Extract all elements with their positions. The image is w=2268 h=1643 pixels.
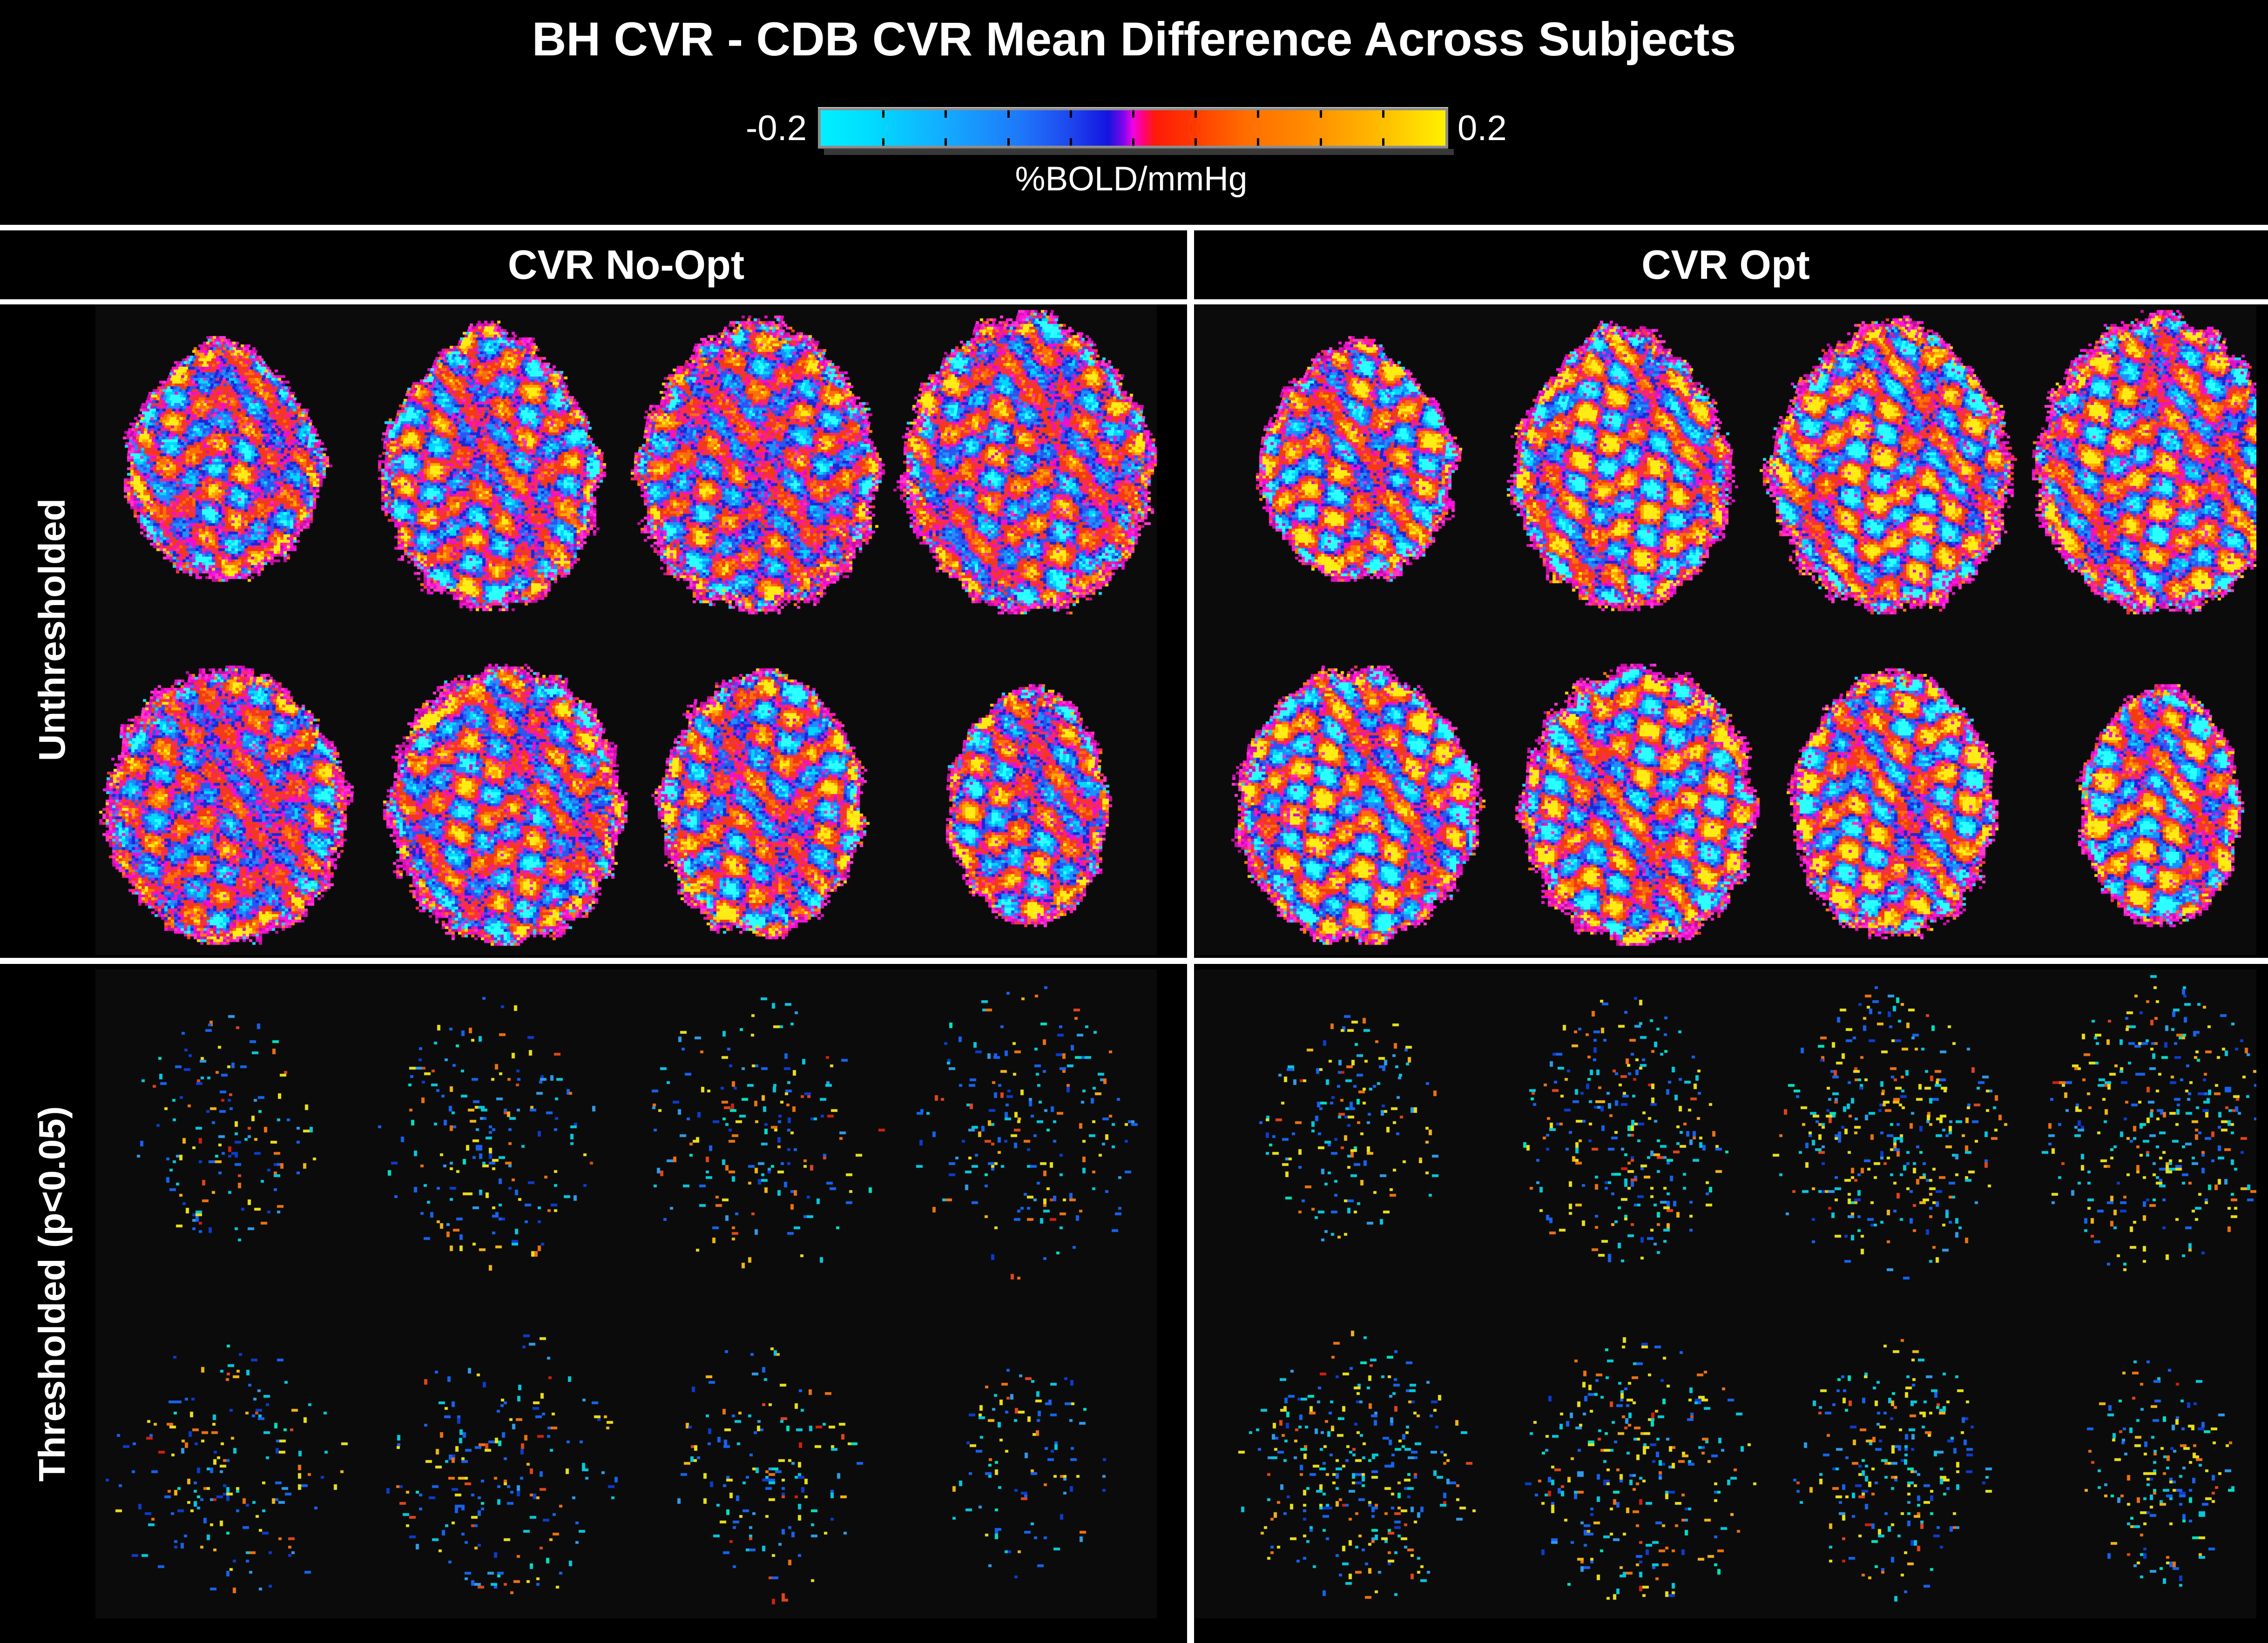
colorbar-tick — [1382, 138, 1384, 146]
header-band-top-rule — [0, 225, 2268, 230]
colorbar-tick — [1382, 110, 1384, 118]
colorbar-tick — [945, 110, 947, 118]
montage-opt-thresholded — [1195, 970, 2256, 1618]
colorbar-tick — [1069, 138, 1072, 146]
colorbar-tick — [882, 110, 885, 118]
column-header-cvr-opt: CVR Opt — [1641, 242, 1810, 288]
montage-noopt-thresholded — [95, 970, 1157, 1618]
colorbar-tick — [1195, 110, 1197, 118]
colorbar-tick — [945, 138, 947, 146]
colorbar-units-label: %BOLD/mmHg — [1015, 160, 1248, 198]
colorbar-tick — [1069, 110, 1072, 118]
montage-opt-unthresholded — [1195, 304, 2256, 955]
colorbar-tick — [1007, 110, 1010, 118]
colorbar-tick — [1257, 110, 1260, 118]
colorbar-tick — [1007, 138, 1010, 146]
header-band-bottom-rule — [0, 299, 2268, 304]
colorbar-tick — [882, 138, 885, 146]
colorbar-tick — [1319, 138, 1322, 146]
colorbar-tick — [1195, 138, 1197, 146]
colorbar-tick — [1132, 138, 1134, 146]
figure-title: BH CVR - CDB CVR Mean Difference Across … — [532, 13, 1736, 66]
colorbar-shadow — [824, 149, 1454, 155]
colorbar-tick — [1257, 138, 1260, 146]
column-divider-rule — [1187, 225, 1194, 1643]
colorbar-max-label: 0.2 — [1458, 108, 1507, 148]
row-label-thresholded: Thresholded (p<0.05) — [31, 1106, 73, 1482]
row-label-unthresholded: Unthresholded — [31, 498, 73, 761]
colorbar-gradient — [821, 110, 1445, 146]
montage-noopt-unthresholded — [95, 304, 1157, 955]
colorbar-min-label: -0.2 — [746, 108, 807, 148]
colorbar-tick — [1319, 110, 1322, 118]
colorbar — [818, 107, 1448, 149]
colorbar-tick — [1132, 110, 1134, 118]
row-divider-rule — [0, 958, 2268, 964]
column-header-cvr-no-opt: CVR No-Opt — [507, 242, 745, 288]
